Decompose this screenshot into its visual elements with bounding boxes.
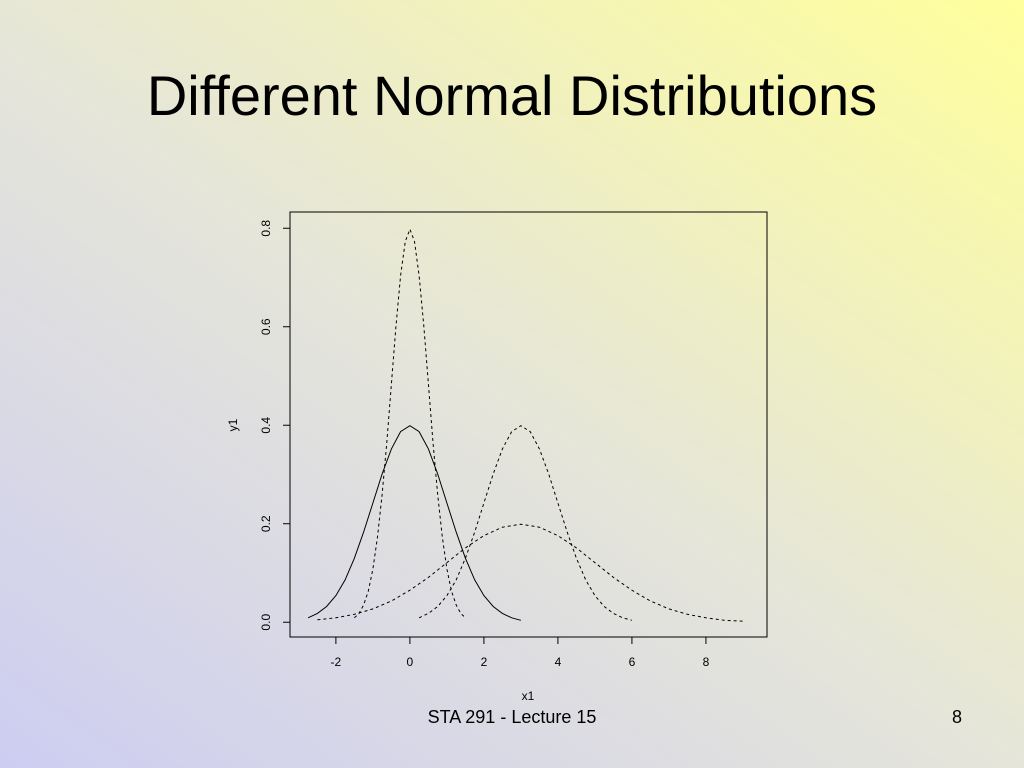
y-tick-label: 0.2 (259, 515, 273, 532)
curve (418, 425, 633, 621)
curve (307, 425, 522, 621)
y-tick-label: 0.8 (259, 220, 273, 237)
curve (317, 523, 743, 622)
y-tick-label: 0.0 (259, 614, 273, 631)
page-number: 8 (952, 707, 962, 727)
slide-title: Different Normal Distributions (147, 64, 877, 127)
x-tick-label: -2 (331, 655, 342, 669)
x-tick-label: 6 (629, 655, 636, 669)
x-tick-label: 0 (407, 655, 414, 669)
x-axis-label: x1 (522, 689, 535, 703)
x-tick-label: 8 (703, 655, 710, 669)
y-axis-label: y1 (226, 418, 240, 431)
y-tick-label: 0.6 (259, 318, 273, 335)
footer: STA 291 - Lecture 15 (428, 707, 597, 727)
curve (354, 227, 466, 619)
y-tick-label: 0.4 (259, 417, 273, 434)
x-tick-label: 4 (555, 655, 562, 669)
plot-frame (289, 211, 768, 638)
x-tick-label: 2 (481, 655, 488, 669)
